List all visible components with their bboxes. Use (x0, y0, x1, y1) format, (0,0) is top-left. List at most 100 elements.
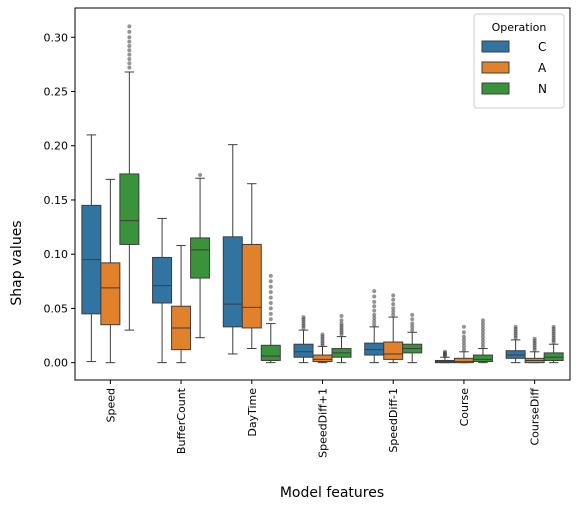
outlier-point (461, 330, 466, 335)
outlier-point (410, 312, 415, 317)
outlier-point (198, 173, 203, 178)
outlier-point (268, 306, 273, 311)
box-iqr (312, 354, 333, 363)
box-iqr (152, 256, 173, 304)
outlier-point (127, 65, 132, 70)
box-A-Course (453, 324, 474, 364)
box-A-BufferCount (171, 245, 192, 364)
outlier-point (127, 35, 132, 40)
legend-swatch-C (481, 40, 510, 53)
box-iqr (190, 237, 211, 279)
legend: Operation CAN (473, 13, 565, 109)
outlier-point (391, 306, 396, 311)
outlier-point (480, 337, 485, 342)
outlier-point (372, 308, 377, 313)
box-A-Speed (100, 178, 121, 364)
outlier-point (410, 321, 415, 326)
box-iqr (364, 342, 385, 356)
outlier-point (480, 324, 485, 329)
y-axis: 0.00 0.05 0.10 0.15 0.20 0.25 0.30 (44, 31, 75, 370)
legend-label-N: N (538, 82, 547, 96)
outlier-point (320, 332, 325, 337)
box-C-Speed (81, 134, 102, 363)
outlier-point (268, 284, 273, 289)
outlier-point (372, 294, 377, 299)
x-axis-label: Model features (280, 485, 384, 501)
outlier-point (127, 29, 132, 34)
outlier-point (391, 309, 396, 314)
outlier-point (127, 43, 132, 48)
box-C-CourseDiff (505, 324, 526, 364)
legend-swatch-A (481, 61, 510, 74)
box-C-BufferCount (152, 217, 173, 364)
y-tick-label: 0.00 (44, 357, 69, 370)
box-iqr (241, 243, 262, 329)
outlier-point (391, 293, 396, 298)
box-C-SpeedDiff+1 (293, 315, 314, 364)
outlier-point (513, 324, 518, 329)
box-N-Course (472, 318, 493, 364)
outlier-point (532, 336, 537, 341)
box-A-SpeedDiff+1 (312, 332, 333, 364)
box-A-CourseDiff (524, 336, 545, 364)
outlier-point (480, 331, 485, 336)
outlier-point (268, 300, 273, 305)
box-C-Course (434, 349, 455, 364)
x-tick-label: BufferCount (175, 387, 188, 454)
outlier-point (442, 349, 447, 354)
legend-title: Operation (492, 21, 547, 34)
outlier-point (268, 290, 273, 295)
outlier-point (268, 295, 273, 300)
x-tick-label: Speed (104, 388, 117, 422)
outlier-point (127, 24, 132, 29)
outlier-point (372, 304, 377, 309)
outlier-point (301, 315, 306, 320)
outlier-point (372, 322, 377, 327)
y-tick-label: 0.15 (44, 194, 69, 207)
outlier-point (268, 273, 273, 278)
x-axis: Speed BufferCount DayTime SpeedDiff+1 SpeedD… (104, 380, 542, 458)
box-iqr (119, 173, 140, 245)
outlier-point (391, 302, 396, 307)
box-N-DayTime (260, 273, 281, 364)
box-iqr (383, 341, 404, 360)
box-iqr (260, 344, 281, 361)
y-axis-label: Shap values (9, 220, 25, 305)
outlier-point (372, 299, 377, 304)
outlier-point (480, 321, 485, 326)
y-tick-label: 0.30 (44, 31, 69, 44)
outlier-point (461, 334, 466, 339)
outlier-point (127, 61, 132, 66)
outlier-point (268, 311, 273, 316)
y-tick-label: 0.05 (44, 302, 69, 315)
outlier-point (461, 347, 466, 352)
box-N-CourseDiff (543, 324, 564, 364)
box-N-Speed (119, 24, 140, 331)
outlier-point (372, 312, 377, 317)
x-tick-label: Course (458, 388, 471, 427)
outlier-point (480, 334, 485, 339)
box-N-BufferCount (190, 173, 211, 339)
outlier-point (480, 318, 485, 323)
outlier-point (391, 297, 396, 302)
outlier-point (339, 314, 344, 319)
legend-swatch-N (481, 82, 510, 95)
outlier-point (461, 324, 466, 329)
box-C-SpeedDiff-1 (364, 289, 385, 364)
outlier-point (127, 56, 132, 61)
chart-marks (81, 24, 564, 364)
legend-label-C: C (538, 40, 546, 54)
box-iqr (505, 350, 526, 359)
box-iqr (293, 343, 314, 358)
box-N-SpeedDiff-1 (402, 312, 423, 364)
x-tick-label: SpeedDiff-1 (387, 388, 400, 453)
box-C-DayTime (222, 144, 243, 355)
outlier-point (339, 321, 344, 326)
outlier-point (391, 312, 396, 317)
x-tick-label: SpeedDiff+1 (317, 388, 330, 458)
outlier-point (127, 48, 132, 53)
box-N-SpeedDiff+1 (331, 314, 352, 364)
y-tick-label: 0.25 (44, 86, 69, 99)
outlier-point (268, 279, 273, 284)
